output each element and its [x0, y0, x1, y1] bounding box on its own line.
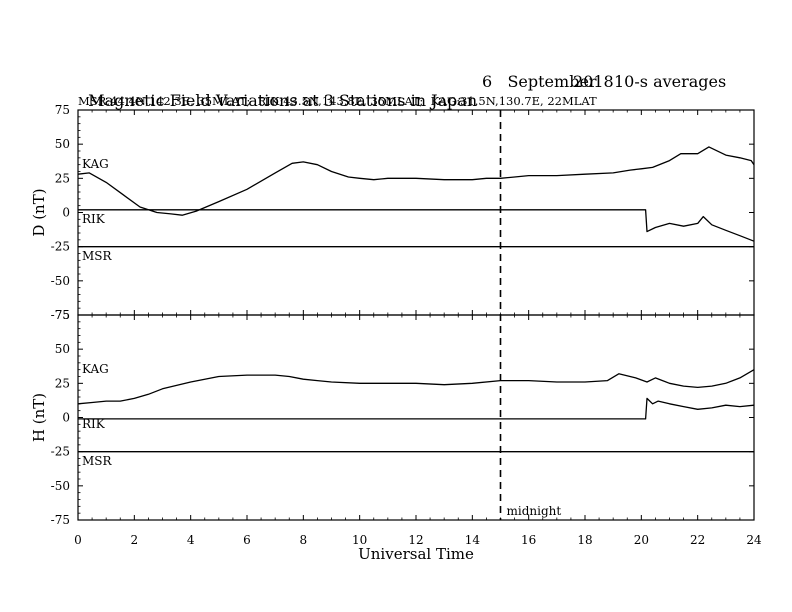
xtick-label: 2	[131, 533, 139, 547]
h-ytick-label: 50	[55, 342, 70, 356]
xtick-label: 24	[746, 533, 762, 547]
h-ytick-label: -25	[51, 445, 70, 459]
h-label-msr: MSR	[82, 454, 113, 468]
d-ytick-label: 75	[55, 103, 70, 117]
d-panel-frame	[77, 109, 755, 316]
xtick-label: 20	[634, 533, 649, 547]
title-main: Magnetic Field Variations at 3 Stations …	[88, 91, 478, 110]
midnight-label: midnight	[507, 504, 562, 518]
xtick-label: 12	[408, 533, 423, 547]
title-day: 6	[482, 72, 493, 91]
d-ytick-label: -75	[51, 308, 70, 322]
xtick-label: 8	[300, 533, 308, 547]
d-ytick-label: 25	[55, 171, 70, 185]
xtick-label: 14	[465, 533, 481, 547]
h-ytick-label: 25	[55, 376, 70, 390]
h-series-rik	[78, 397, 755, 420]
d-series-rik	[78, 209, 755, 242]
d-label-kag: KAG	[82, 157, 109, 171]
chart-title: Magnetic Field Variations at 3 Stations …	[78, 72, 726, 167]
station-subtitle: MSR:44.4N,142.3E, 35MLAT; RIK:43.5N,143.…	[78, 94, 597, 108]
d-ytick-label: 50	[55, 137, 70, 151]
xtick-label: 16	[521, 533, 536, 547]
d-label-rik: RIK	[82, 212, 106, 226]
h-ytick-label: 0	[62, 411, 70, 425]
d-ytick-label: -25	[51, 240, 70, 254]
h-label-rik: RIK	[82, 417, 106, 431]
title-averaging: 10-s averages	[614, 72, 727, 91]
h-panel-frame	[77, 314, 755, 521]
h-label-kag: KAG	[82, 362, 109, 376]
xtick-label: 22	[690, 533, 705, 547]
h-ytick-label: -50	[51, 479, 70, 493]
xtick-label: 6	[243, 533, 251, 547]
xtick-label: 0	[74, 533, 82, 547]
xtick-label: 10	[352, 533, 367, 547]
xtick-label: 4	[187, 533, 195, 547]
h-ylabel: H (nT)	[30, 393, 48, 442]
title-year: 2018	[573, 72, 614, 91]
xlabel: Universal Time	[358, 545, 474, 563]
h-ytick-label: 75	[55, 308, 70, 322]
h-ytick-label: -75	[51, 513, 70, 527]
d-series-kag	[77, 146, 755, 216]
title-month: September	[507, 72, 597, 91]
d-ytick-label: 0	[62, 206, 70, 220]
d-ytick-label: -50	[51, 274, 70, 288]
h-series-kag	[77, 369, 755, 405]
d-label-msr: MSR	[82, 249, 113, 263]
xtick-label: 18	[577, 533, 592, 547]
d-ylabel: D (nT)	[30, 188, 48, 236]
